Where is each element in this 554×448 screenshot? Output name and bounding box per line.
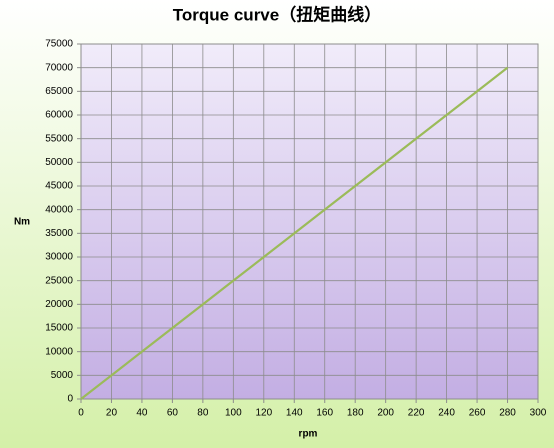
y-tick-label: 30000 bbox=[45, 252, 73, 263]
y-tick-label: 45000 bbox=[45, 181, 73, 192]
x-tick-label: 80 bbox=[197, 408, 209, 419]
y-tick-label: 15000 bbox=[45, 323, 73, 334]
x-axis-label: rpm bbox=[299, 429, 318, 440]
x-tick-label: 200 bbox=[377, 408, 394, 419]
x-tick-label: 20 bbox=[106, 408, 118, 419]
y-axis-label: Nm bbox=[14, 217, 30, 228]
x-tick-label: 100 bbox=[225, 408, 242, 419]
series-line bbox=[80, 66, 509, 400]
y-tick-label: 35000 bbox=[45, 228, 73, 239]
y-tick-label: 70000 bbox=[45, 62, 73, 73]
y-tick-label: 5000 bbox=[51, 370, 74, 381]
x-tick-label: 140 bbox=[286, 408, 303, 419]
y-tick-label: 65000 bbox=[45, 86, 73, 97]
x-tick-label: 120 bbox=[255, 408, 272, 419]
plot-border bbox=[80, 43, 539, 400]
y-tick-label: 25000 bbox=[45, 275, 73, 286]
x-tick-label: 280 bbox=[499, 408, 516, 419]
chart-title: Torque curve（扭矩曲线） bbox=[173, 4, 381, 24]
x-tick-label: 180 bbox=[347, 408, 364, 419]
x-tick-label: 300 bbox=[530, 408, 547, 419]
y-tick-label: 60000 bbox=[45, 110, 73, 121]
x-tick-label: 0 bbox=[78, 408, 84, 419]
y-tick-label: 10000 bbox=[45, 346, 73, 357]
x-tick-label: 40 bbox=[136, 408, 148, 419]
y-tick-label: 20000 bbox=[45, 299, 73, 310]
y-tick-label: 40000 bbox=[45, 204, 73, 215]
x-tick-label: 220 bbox=[408, 408, 425, 419]
y-tick-label: 0 bbox=[67, 394, 73, 405]
x-tick-label: 260 bbox=[469, 408, 486, 419]
x-tick-label: 160 bbox=[316, 408, 333, 419]
x-tick-label: 60 bbox=[167, 408, 179, 419]
y-tick-label: 55000 bbox=[45, 133, 73, 144]
y-tick-label: 75000 bbox=[45, 39, 73, 50]
x-tick-label: 240 bbox=[438, 408, 455, 419]
y-tick-label: 50000 bbox=[45, 157, 73, 168]
